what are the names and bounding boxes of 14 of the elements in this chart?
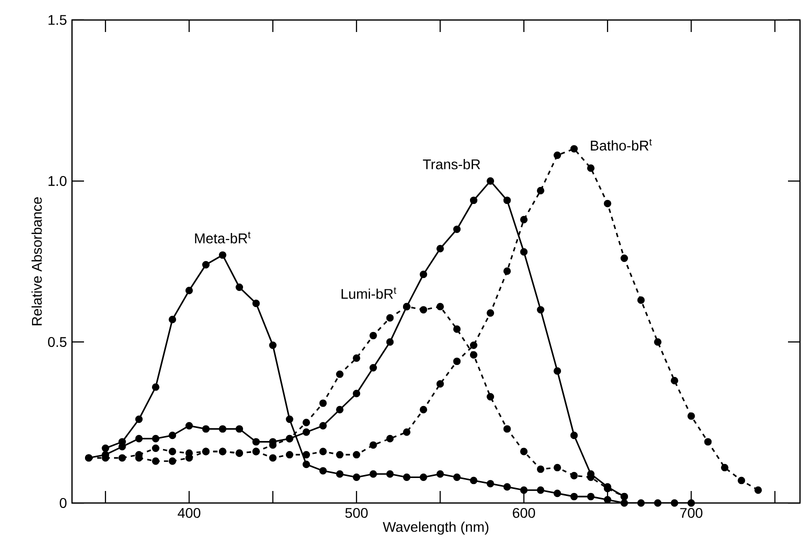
y-tick-label: 1.0 [48,176,66,186]
y-tick-label: 0.5 [48,337,66,347]
x-axis-title: Wavelength (nm) [382,522,488,535]
x-tick-label: 700 [680,508,702,518]
y-axis-title: Relative Absorbance [32,197,42,326]
y-tick-label: 1.5 [48,15,66,25]
x-tick-label: 400 [178,508,200,518]
series-label: Meta-bR$^{t}$ [195,232,251,244]
series-label: Lumi-bR$^{t}$ [342,287,396,299]
x-tick-label: 500 [345,508,368,518]
series-label: Trans-bR [422,158,480,170]
x-tick-label: 600 [512,508,536,518]
series-label: Batho-bR$^{t}$ [590,139,652,151]
y-tick-label: 0 [60,498,66,508]
